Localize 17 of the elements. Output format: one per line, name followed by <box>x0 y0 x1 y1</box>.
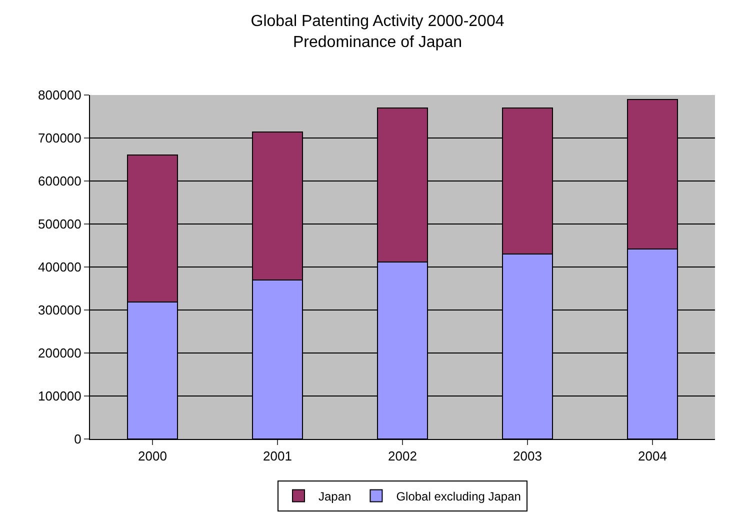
x-tick-label: 2004 <box>638 448 667 464</box>
x-tick-label: 2003 <box>513 448 542 464</box>
x-tick-label: 2001 <box>263 448 292 464</box>
y-tick-label: 300000 <box>38 302 82 318</box>
y-tick-label: 700000 <box>38 130 82 146</box>
y-tick-label: 200000 <box>38 346 82 361</box>
y-tick-label: 800000 <box>38 88 82 103</box>
legend-label: Japan <box>318 489 352 504</box>
x-tick-label: 2002 <box>388 448 417 464</box>
chart-title: Global Patenting Activity 2000-2004 Predominance of Japan <box>250 13 504 51</box>
y-tick-label: 600000 <box>38 174 82 189</box>
y-tick-label: 400000 <box>38 260 82 275</box>
y-tick-label: 100000 <box>38 388 82 404</box>
legend-label: Global excluding Japan <box>396 489 521 504</box>
y-tick-label: 500000 <box>38 216 82 232</box>
y-tick-label: 0 <box>74 432 82 447</box>
x-tick-label: 2000 <box>138 448 167 464</box>
